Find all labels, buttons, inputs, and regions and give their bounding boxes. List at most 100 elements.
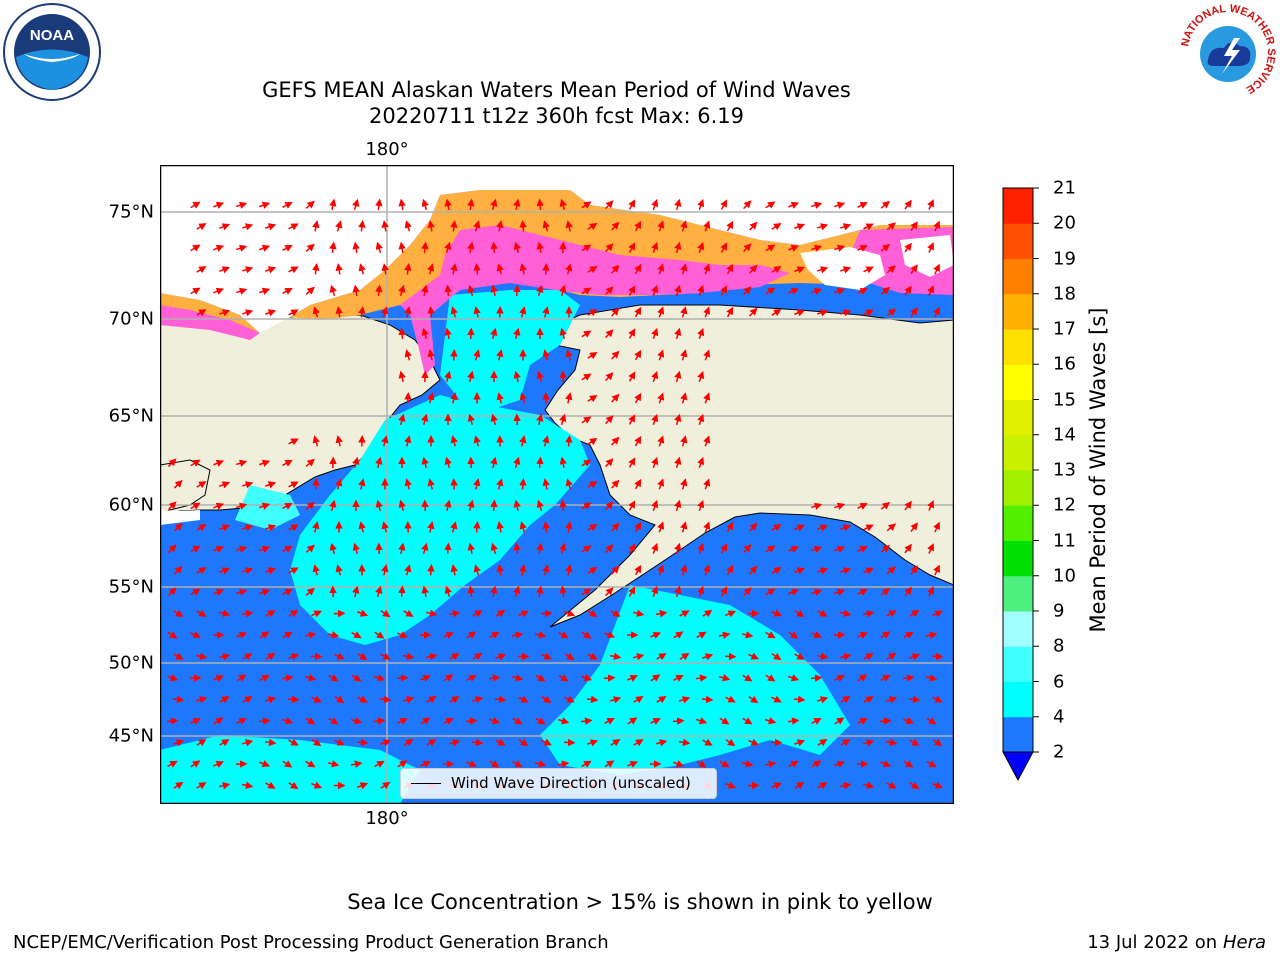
wind-wave-arrow (519, 435, 527, 447)
wind-wave-arrow (581, 760, 592, 768)
wind-wave-arrow (241, 524, 254, 532)
wind-wave-arrow (218, 782, 231, 790)
wind-wave-arrow (933, 220, 940, 232)
wind-wave-arrow (931, 652, 944, 661)
wind-wave-arrow (816, 524, 829, 532)
wind-wave-arrow (581, 588, 592, 596)
wind-wave-arrow (312, 220, 320, 232)
wind-wave-arrow (536, 413, 544, 426)
wind-wave-arrow (241, 609, 254, 618)
wind-wave-arrow (748, 695, 759, 704)
wind-wave-arrow (587, 222, 598, 231)
wind-wave-arrow (265, 652, 276, 661)
wind-wave-arrow (634, 220, 642, 232)
wind-wave-arrow (581, 201, 592, 209)
wind-wave-arrow (420, 717, 431, 725)
wind-wave-arrow (810, 244, 823, 252)
wind-wave-arrow (351, 631, 362, 639)
wind-wave-arrow (840, 696, 851, 704)
wind-wave-arrow (335, 306, 343, 318)
wind-wave-arrow (903, 717, 915, 725)
wind-wave-arrow (167, 760, 178, 768)
wind-wave-arrow (885, 696, 898, 704)
wind-wave-arrow (241, 481, 254, 489)
wind-wave-arrow (305, 587, 315, 596)
wind-wave-arrow (880, 675, 891, 682)
wind-wave-arrow (927, 500, 934, 511)
wind-wave-arrow (195, 696, 208, 704)
wind-wave-arrow (564, 695, 575, 703)
wind-wave-arrow (788, 201, 800, 209)
wind-wave-arrow (379, 695, 392, 704)
wind-wave-arrow (190, 502, 201, 510)
wind-wave-arrow (816, 567, 829, 575)
land-alaska (537, 304, 954, 628)
wind-wave-arrow (425, 653, 438, 661)
wind-wave-arrow (465, 717, 478, 725)
wind-wave-arrow (862, 739, 875, 747)
wind-wave-arrow (909, 738, 920, 746)
wind-wave-arrow (628, 586, 636, 597)
wind-wave-arrow (726, 564, 734, 576)
wind-wave-arrow (259, 588, 271, 596)
footer-date-text: 13 Jul 2022 on (1087, 932, 1223, 953)
wind-wave-arrow (886, 265, 897, 274)
wind-wave-arrow (536, 284, 544, 297)
wind-wave-arrow (471, 738, 484, 747)
wind-wave-arrow (651, 542, 659, 554)
wind-wave-arrow (288, 223, 299, 231)
wind-wave-arrow (788, 287, 800, 295)
wind-wave-arrow (765, 244, 776, 252)
wind-wave-arrow (633, 696, 644, 704)
wind-wave-arrow (213, 545, 225, 553)
wind-wave-arrow (421, 542, 429, 555)
wind-wave-arrow (910, 307, 918, 317)
wind-wave-arrow (426, 696, 437, 704)
wind-wave-arrow (536, 241, 544, 254)
wind-wave-arrow (213, 201, 225, 209)
wind-wave-arrow (259, 674, 270, 682)
wind-wave-arrow (519, 478, 527, 490)
wind-wave-arrow (655, 739, 668, 747)
wind-wave-arrow (264, 738, 277, 747)
wind-wave-arrow (563, 738, 576, 747)
wind-wave-arrow (674, 542, 682, 555)
wind-wave-arrow (674, 499, 682, 512)
wind-wave-arrow (627, 675, 638, 682)
wind-wave-arrow (282, 631, 293, 639)
wind-wave-arrow (173, 522, 183, 532)
colorbar-swatch (1003, 293, 1033, 330)
wind-wave-arrow (282, 459, 293, 467)
wind-wave-arrow (702, 609, 713, 618)
colorbar-tick-label: 9 (1053, 600, 1065, 622)
wind-wave-arrow (611, 565, 620, 575)
wind-wave-arrow (697, 542, 705, 554)
wind-wave-arrow (886, 566, 897, 575)
colorbar-swatch (1003, 258, 1033, 295)
wind-wave-arrow (880, 286, 891, 295)
wind-wave-arrow (771, 265, 782, 274)
wind-wave-arrow (402, 652, 415, 661)
wind-wave-arrow (287, 695, 300, 704)
wind-wave-arrow (697, 198, 705, 210)
wind-wave-arrow (328, 674, 339, 682)
noaa-logo-text: NOAA (30, 27, 74, 44)
wind-wave-arrow (496, 564, 504, 576)
wind-wave-arrow (581, 244, 592, 252)
wind-wave-arrow (375, 499, 383, 512)
wind-wave-arrow (305, 501, 315, 510)
wind-wave-arrow (904, 285, 912, 296)
wind-wave-arrow (651, 241, 659, 253)
wind-wave-arrow (725, 781, 737, 789)
wind-wave-arrow (542, 220, 550, 232)
wind-wave-arrow (910, 264, 918, 274)
wind-wave-arrow (857, 503, 868, 510)
wind-wave-arrow (726, 306, 734, 318)
wind-wave-arrow (473, 564, 481, 576)
wind-wave-arrow (242, 653, 253, 661)
wind-wave-arrow (448, 739, 461, 747)
wind-wave-arrow (863, 524, 874, 532)
wind-wave-arrow (697, 456, 705, 468)
wind-wave-arrow (334, 738, 345, 746)
wind-wave-arrow (513, 327, 521, 340)
